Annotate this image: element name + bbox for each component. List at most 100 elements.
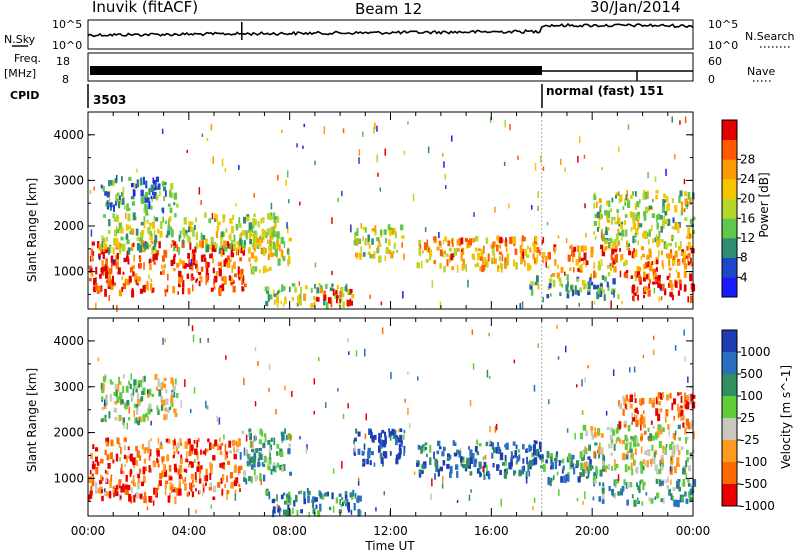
velocity-echo-cell [263, 433, 267, 437]
velocity-echo-cell [626, 483, 631, 488]
power-echo-cell [243, 283, 247, 288]
power-echo-cell [625, 270, 629, 273]
power-echo-cell [198, 272, 202, 276]
power-echo-cell [636, 201, 640, 208]
power-echo-cell [212, 267, 215, 274]
freq-left-tick-high: 18 [56, 55, 70, 68]
velocity-echo-speck [652, 349, 655, 356]
power-echo-cell [617, 228, 619, 234]
velocity-echo-speck [409, 423, 411, 428]
power-echo-cell [638, 274, 641, 282]
power-echo-cell [499, 244, 502, 249]
velocity-echo-cell [220, 477, 223, 484]
power-echo-cell [627, 198, 630, 203]
velocity-echo-cell [687, 422, 691, 430]
velocity-echo-cell [183, 468, 186, 473]
velocity-echo-cell [90, 486, 93, 492]
power-echo-cell [217, 221, 221, 226]
velocity-echo-cell [298, 491, 302, 495]
velocity-echo-cell [608, 443, 611, 449]
velocity-echo-speck [318, 357, 320, 362]
velocity-echo-cell [685, 437, 687, 444]
power-echo-cell [583, 252, 587, 261]
velocity-echo-cell [363, 443, 366, 450]
velocity-echo-cell [538, 451, 540, 458]
velocity-echo-cell [227, 460, 231, 465]
power-echo-speck [564, 167, 566, 173]
power-echo-speck [89, 189, 92, 194]
velocity-echo-cell [306, 488, 309, 493]
power-echo-cell [226, 257, 228, 264]
power-echo-cell [655, 267, 658, 272]
velocity-echo-cell [88, 476, 92, 484]
power-echo-cell [139, 262, 142, 269]
power-echo-cell [122, 271, 125, 275]
power-echo-cell [164, 182, 167, 186]
velocity-echo-cell [273, 461, 276, 466]
power-echo-cell [288, 256, 291, 263]
velocity-echo-cell [452, 440, 456, 446]
velocity-echo-speck [516, 456, 518, 464]
velocity-echo-cell [175, 393, 179, 398]
power-echo-cell [373, 253, 376, 259]
power-echo-speck [542, 236, 545, 243]
velocity-echo-cell [190, 473, 194, 480]
velocity-echo-cell [382, 461, 384, 467]
velocity-echo-cell [422, 464, 425, 469]
velocity-echo-cell [267, 439, 271, 445]
velocity-echo-cell [682, 422, 685, 428]
velocity-echo-cell [649, 458, 653, 465]
velocity-echo-cell [172, 379, 175, 387]
velocity-echo-cell [255, 448, 259, 453]
power-echo-speck [90, 229, 93, 237]
power-echo-cell [646, 254, 650, 260]
velocity-echo-cell [139, 493, 143, 499]
power-echo-cell [163, 195, 165, 202]
velocity-echo-speck [674, 345, 677, 351]
power-echo-cell [262, 217, 265, 223]
velocity-echo-cell [122, 487, 125, 493]
power-echo-cell [105, 236, 108, 242]
power-echo-cell [355, 252, 359, 258]
velocity-echo-cell [547, 477, 550, 485]
velocity-echo-cell [104, 397, 108, 405]
velocity-echo-cell [245, 478, 248, 485]
velocity-echo-speck [556, 324, 558, 329]
velocity-echo-cell [635, 419, 639, 427]
power-echo-cell [250, 231, 253, 237]
velocity-echo-cell [634, 392, 636, 398]
velocity-echo-cell [535, 448, 539, 457]
velocity-echo-cell [513, 471, 516, 476]
power-echo-cell [215, 231, 219, 239]
power-echo-cell [222, 217, 225, 223]
velocity-echo-cell [113, 391, 116, 396]
velocity-echo-cell [497, 464, 500, 469]
power-echo-cell [628, 243, 631, 247]
power-echo-cell [241, 230, 246, 236]
velocity-echo-cell [423, 446, 426, 452]
power-echo-cell [662, 283, 665, 292]
velocity-echo-cell [668, 488, 671, 496]
power-echo-cell [243, 242, 246, 249]
power-echo-cell [677, 271, 680, 279]
velocity-echo-cell [161, 400, 164, 407]
velocity-echo-cell [659, 408, 663, 413]
power-ylabel: Slant Range [km] [25, 178, 39, 282]
velocity-echo-cell [595, 465, 598, 472]
power-echo-cell [192, 253, 196, 262]
power-echo-cell [499, 236, 503, 244]
power-echo-cell [196, 243, 199, 249]
velocity-echo-cell [135, 459, 138, 466]
power-echo-cell [367, 239, 370, 245]
power-echo-cell [316, 297, 320, 302]
velocity-echo-cell [103, 404, 107, 409]
velocity-echo-cell [289, 498, 292, 506]
power-echo-cell [124, 243, 126, 251]
velocity-echo-cell [625, 454, 629, 460]
velocity-echo-cell [202, 450, 206, 455]
power-echo-cell [329, 297, 331, 304]
velocity-echo-cell [100, 474, 103, 481]
velocity-echo-cell [178, 474, 182, 479]
velocity-echo-speck [537, 343, 539, 348]
